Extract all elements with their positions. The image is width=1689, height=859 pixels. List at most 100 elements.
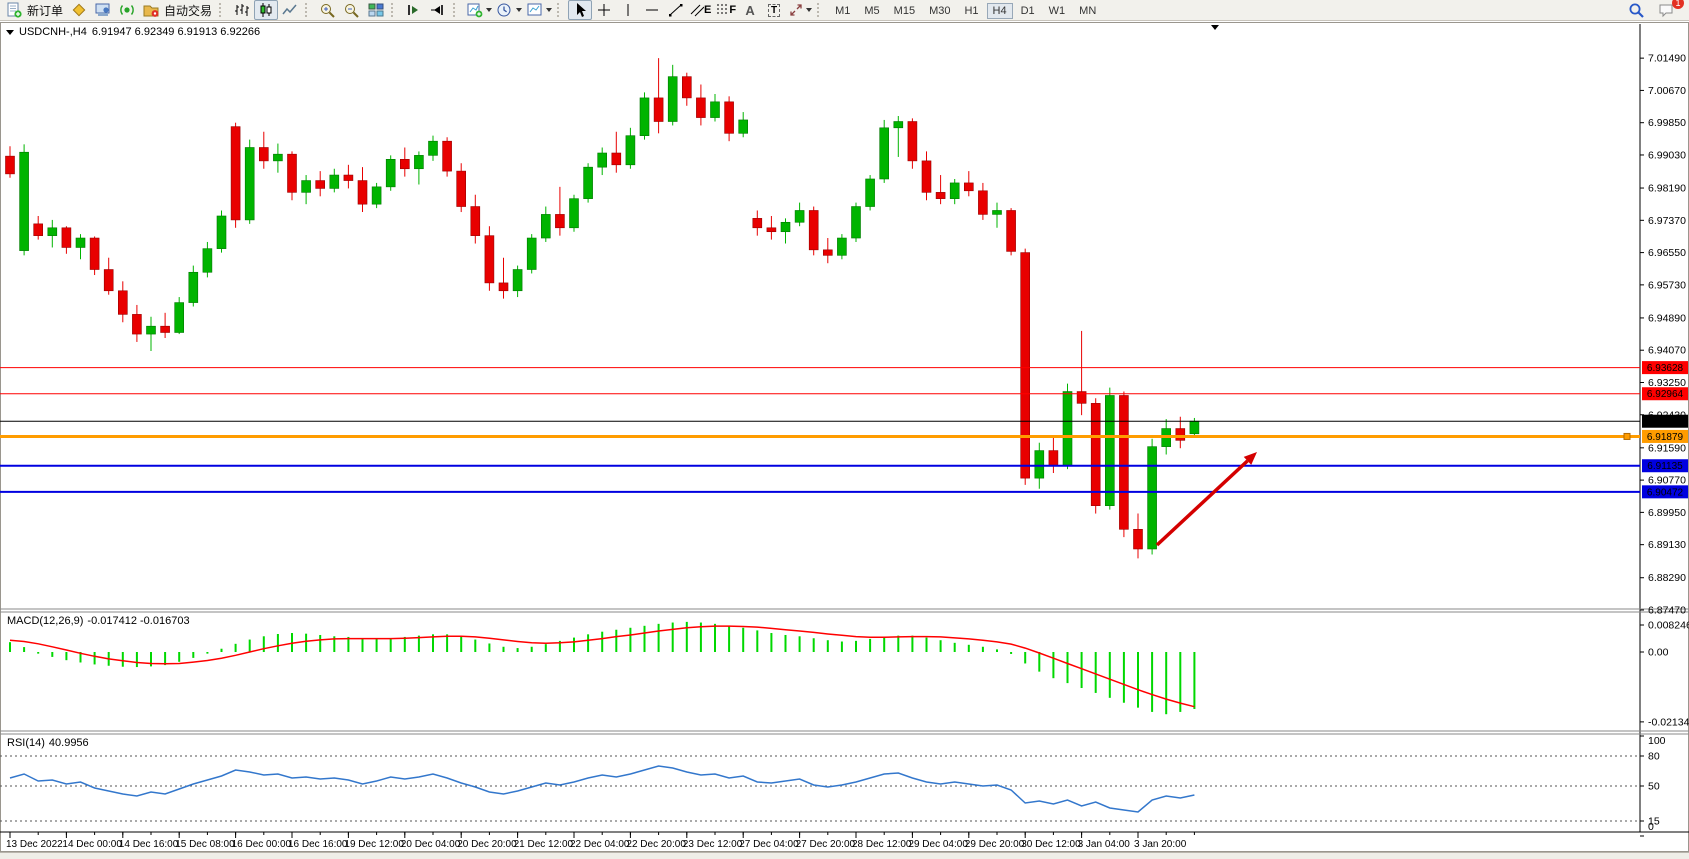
timeframe-bar: M1 M5 M15 M30 H1 H4 D1 W1 MN (828, 1, 1103, 19)
timeframe-button-M5[interactable]: M5 (864, 5, 880, 17)
candle-body (202, 248, 213, 273)
candle-body (1119, 395, 1129, 530)
macd-histogram-bar (544, 644, 547, 652)
rsi-tick-label: 50 (1648, 781, 1660, 793)
notifications-button[interactable]: 1 (1655, 0, 1684, 20)
crosshair-button[interactable] (592, 0, 616, 20)
toolbar-grip[interactable] (305, 3, 312, 17)
candle-body (555, 214, 565, 229)
tile-windows-button[interactable] (364, 0, 388, 20)
candle-body (132, 314, 142, 335)
vertical-line-button[interactable] (616, 0, 640, 20)
candle-body (625, 135, 636, 166)
macd-histogram-bar (897, 635, 900, 652)
time-axis-label: 3 Jan 20:00 (1134, 839, 1187, 850)
templates-button[interactable] (524, 0, 554, 20)
cursor-button[interactable] (568, 0, 593, 20)
text-label-button[interactable]: T (762, 0, 786, 20)
macd-histogram-bar (1137, 652, 1139, 708)
chart-ohlc-values: 6.91947 6.92349 6.91913 6.92266 (91, 26, 261, 38)
zoom-out-icon (345, 4, 359, 18)
time-axis-label: 16 Dec 00:00 (232, 839, 292, 850)
horizontal-line-button[interactable] (640, 0, 664, 20)
macd-tick-label: -0.021344 (1648, 716, 1689, 728)
search-icon (1629, 3, 1644, 18)
candle-body (1048, 450, 1059, 466)
candle-body (19, 151, 29, 251)
line-chart-button[interactable] (278, 0, 302, 20)
signal-icon (120, 5, 134, 15)
equidistant-channel-button[interactable]: E (688, 0, 713, 20)
chart-shift-button[interactable] (426, 0, 450, 20)
channel-icon (690, 4, 705, 17)
candlestick-chart-button[interactable] (254, 0, 279, 20)
macd-histogram-bar (502, 646, 505, 652)
chart-header: USDCNH-,H4 6.91947 6.92349 6.91913 6.922… (6, 26, 260, 38)
macd-histogram-bar (361, 638, 364, 652)
timeframe-button-M15[interactable]: M15 (893, 5, 916, 17)
trendline-button[interactable] (664, 0, 688, 20)
toolbar-grip[interactable] (817, 3, 824, 17)
macd-indicator-label: MACD(12,26,9) -0.017412 -0.016703 (7, 615, 194, 627)
template-icon (527, 3, 542, 16)
timeframe-button-M30[interactable]: M30 (929, 5, 951, 17)
one-click-trading-toggle-icon[interactable] (6, 29, 14, 35)
bar-chart-button[interactable] (230, 0, 254, 20)
strategy-tester-button[interactable] (91, 0, 115, 20)
macd-histogram-bar (925, 637, 928, 652)
new-order-button[interactable] (2, 0, 26, 20)
clock-icon (497, 3, 511, 17)
periods-button[interactable] (494, 0, 524, 20)
auto-scroll-button[interactable] (402, 0, 426, 20)
macd-histogram-bar (530, 646, 533, 652)
timeframe-button-M1[interactable]: M1 (835, 5, 851, 17)
candle-body (287, 153, 297, 193)
line-handle[interactable] (1623, 432, 1631, 440)
price-tick-label: 6.99850 (1648, 117, 1686, 129)
candle-body (385, 159, 396, 188)
candlestick-chart-icon (260, 3, 272, 17)
price-badge-label: 6.90472 (1647, 487, 1684, 498)
price-badge (1642, 459, 1688, 473)
autotrading-button[interactable] (139, 0, 163, 20)
toolbar-grip[interactable] (453, 3, 460, 17)
arrow-head[interactable] (1243, 452, 1257, 465)
time-axis-label: 27 Dec 04:00 (739, 839, 799, 850)
macd-histogram-bar (234, 643, 237, 652)
horizontal-scrollbar[interactable] (0, 852, 1689, 859)
new-chart-button[interactable] (464, 0, 494, 20)
toolbar-grip[interactable] (557, 3, 564, 17)
toolbar-grip[interactable] (219, 3, 226, 17)
zoom-out-button[interactable] (340, 0, 364, 20)
timeframe-button-H4[interactable]: H4 (986, 3, 1013, 19)
macd-histogram-bar (643, 625, 646, 652)
search-button[interactable] (1625, 0, 1649, 20)
macd-histogram-bar (840, 641, 843, 652)
timeframe-button-D1[interactable]: D1 (1020, 5, 1035, 17)
autotrading-label[interactable]: 自动交易 (164, 3, 213, 18)
timeframe-button-MN[interactable]: MN (1079, 5, 1097, 17)
arrows-button[interactable] (786, 0, 814, 20)
line-chart-icon (282, 4, 297, 15)
candle-body (696, 97, 706, 118)
window-menu-icon[interactable] (1211, 25, 1219, 30)
signals-button[interactable] (115, 0, 139, 20)
fibonacci-button[interactable]: F (713, 0, 738, 20)
macd-histogram-bar (1193, 652, 1196, 710)
macd-histogram-bar (276, 633, 279, 652)
time-axis-label: 23 Dec 12:00 (683, 839, 743, 850)
macd-histogram-bar (996, 649, 998, 652)
timeframe-button-H1[interactable]: H1 (964, 5, 979, 17)
zoom-in-button[interactable] (316, 0, 340, 20)
macd-histogram-bar (178, 652, 181, 662)
timeframe-button-W1[interactable]: W1 (1048, 5, 1066, 17)
dropdown-caret-icon (546, 8, 553, 12)
arrow-shaft[interactable] (1155, 459, 1249, 547)
metaeditor-button[interactable] (67, 0, 91, 20)
toolbar-grip[interactable] (391, 3, 398, 17)
text-button[interactable]: A (738, 0, 762, 20)
channel-glyph: E (704, 4, 712, 16)
new-order-label[interactable]: 新订单 (27, 3, 64, 18)
